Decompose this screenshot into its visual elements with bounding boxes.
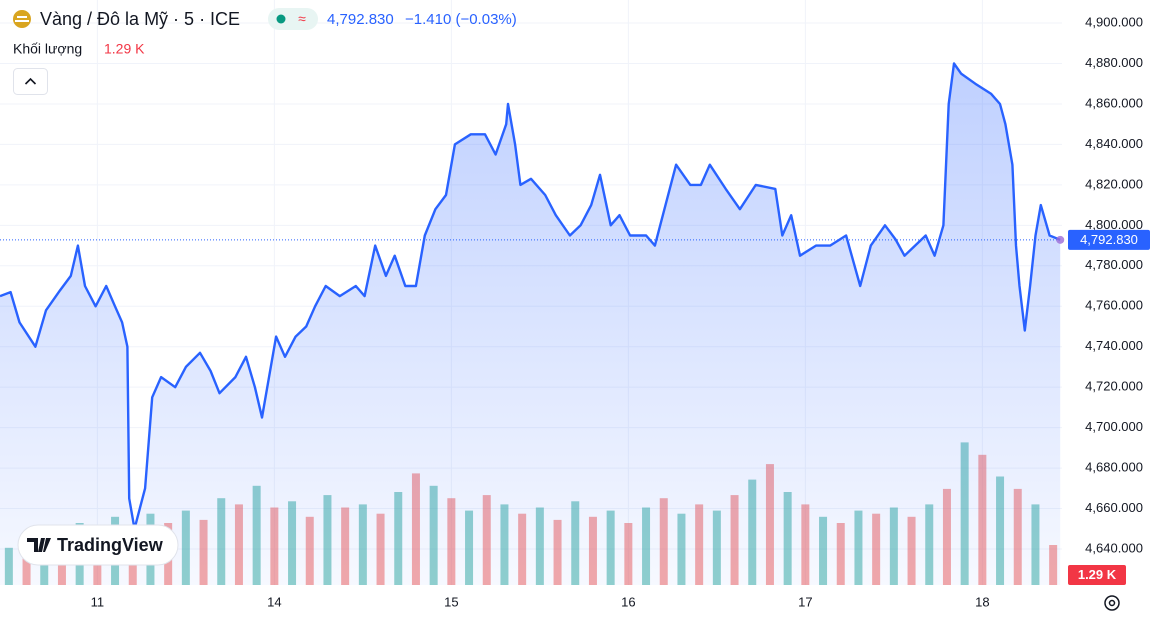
- logo-pill[interactable]: [17, 524, 179, 566]
- y-tick-label: 4,640.000: [1085, 540, 1143, 555]
- market-open-dot: [276, 14, 286, 24]
- y-tick-label: 4,880.000: [1085, 55, 1143, 70]
- price-badge: [1068, 229, 1150, 250]
- status-icon: ≈: [298, 11, 306, 27]
- volume-badge-label: 1.29 K: [1078, 567, 1117, 582]
- y-tick-label: 4,820.000: [1085, 176, 1143, 191]
- symbol-icon-mark: [15, 16, 29, 22]
- collapse-chevron: [24, 77, 37, 85]
- status-pill[interactable]: [268, 8, 318, 30]
- logo-icon: [27, 538, 51, 552]
- x-tick-label: 16: [621, 594, 635, 609]
- last-point: [1056, 235, 1065, 244]
- y-tick-label: 4,800.000: [1085, 217, 1143, 232]
- volume-label: Khối lượng: [13, 41, 82, 57]
- y-tick-label: 4,720.000: [1085, 379, 1143, 394]
- y-tick-label: 4,780.000: [1085, 257, 1143, 272]
- y-tick-label: 4,900.000: [1085, 14, 1143, 29]
- volume-badge: [1068, 565, 1126, 585]
- x-tick-label: 18: [975, 594, 989, 609]
- symbol-icon: [13, 10, 31, 28]
- x-tick-label: 11: [91, 594, 105, 609]
- area-fill: [0, 63, 1061, 585]
- y-tick-label: 4,660.000: [1085, 500, 1143, 515]
- y-tick-label: 4,840.000: [1085, 136, 1143, 151]
- y-tick-label: 4,760.000: [1085, 298, 1143, 313]
- last-price: 4,792.830: [327, 11, 394, 28]
- x-tick-label: 17: [798, 594, 812, 609]
- x-tick-label: 14: [267, 594, 281, 609]
- logo-text: TradingView: [57, 535, 164, 555]
- y-tick-label: 4,680.000: [1085, 460, 1143, 475]
- settings-icon: [1108, 599, 1116, 607]
- settings-button[interactable]: [1104, 595, 1120, 611]
- symbol-title[interactable]: Vàng / Đô la Mỹ · 5 · ICE: [40, 9, 240, 29]
- volume-value: 1.29 K: [104, 41, 145, 57]
- y-tick-label: 4,740.000: [1085, 338, 1143, 353]
- axes: 4,640.000 4,660.000 4,680.000 4,700.000 4,72…: [91, 14, 1150, 609]
- price-line: [0, 62, 1061, 530]
- price-badge-label: 4,792.830: [1080, 232, 1138, 247]
- price-change: −1.410 (−0.03%): [405, 11, 517, 28]
- collapse-button[interactable]: [13, 68, 48, 95]
- x-tick-label: 15: [444, 594, 458, 609]
- plot: [0, 62, 1065, 585]
- y-tick-label: 4,860.000: [1085, 95, 1143, 110]
- y-tick-label: 4,700.000: [1085, 419, 1143, 434]
